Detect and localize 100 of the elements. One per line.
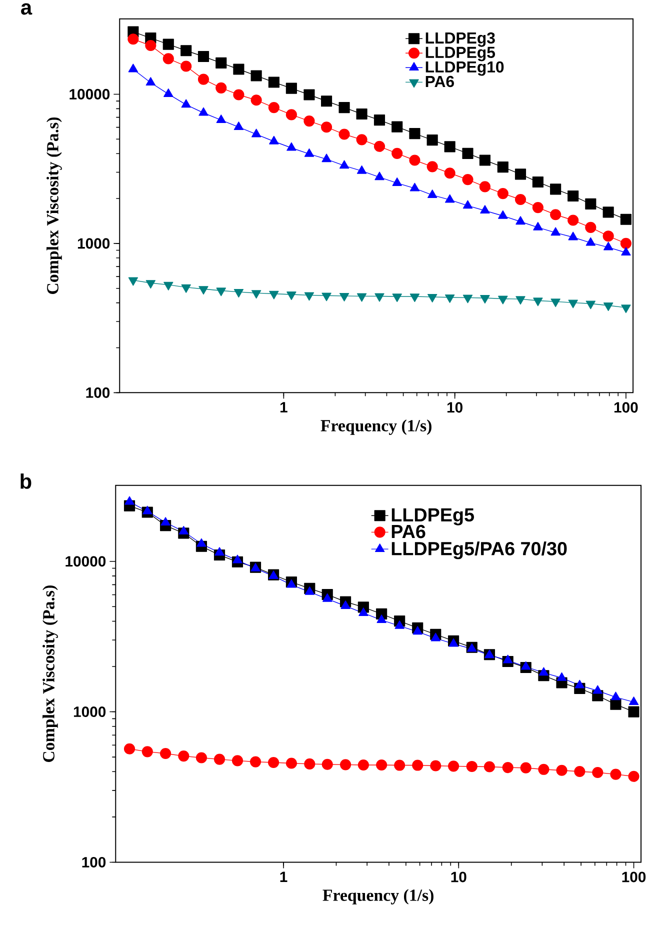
x-tick-label: 100 xyxy=(622,872,646,882)
point xyxy=(520,762,532,774)
point xyxy=(128,34,139,45)
point xyxy=(234,122,244,130)
point xyxy=(160,748,172,760)
point xyxy=(338,128,350,140)
point xyxy=(448,638,458,647)
point xyxy=(502,762,514,774)
point xyxy=(322,758,333,770)
point xyxy=(533,298,543,306)
x-axis-title: Frequency (1/s) xyxy=(322,889,434,904)
point xyxy=(480,295,490,304)
point xyxy=(521,661,531,670)
point xyxy=(466,760,478,772)
point xyxy=(374,114,386,126)
point xyxy=(142,746,153,758)
point xyxy=(128,64,138,72)
point xyxy=(216,57,227,68)
point xyxy=(514,194,526,206)
point xyxy=(610,692,621,700)
point xyxy=(145,40,156,52)
point xyxy=(250,94,262,106)
point xyxy=(462,294,473,304)
point xyxy=(340,600,350,609)
point xyxy=(585,198,596,210)
point xyxy=(412,626,422,635)
point xyxy=(124,496,134,505)
point xyxy=(448,760,460,772)
point xyxy=(233,64,244,75)
point xyxy=(568,190,579,202)
point xyxy=(251,128,262,138)
legend-label: LLDPEg10 xyxy=(426,61,504,76)
point xyxy=(142,506,152,514)
point xyxy=(286,758,297,769)
point xyxy=(374,172,384,180)
point xyxy=(430,760,442,772)
point xyxy=(568,300,578,308)
point xyxy=(286,142,296,151)
point xyxy=(610,768,622,780)
y-tick-label: 100 xyxy=(86,387,110,398)
point xyxy=(532,202,544,214)
point xyxy=(178,750,190,762)
point xyxy=(286,292,296,300)
point xyxy=(444,141,456,152)
point xyxy=(214,547,224,556)
point xyxy=(322,292,332,302)
point xyxy=(484,761,496,772)
point xyxy=(356,108,368,120)
point xyxy=(286,579,296,588)
point xyxy=(392,121,403,132)
point xyxy=(479,154,490,166)
x-tick-label: 100 xyxy=(614,402,638,413)
x-tick-label: 10 xyxy=(451,872,466,882)
point xyxy=(269,136,279,144)
point xyxy=(426,161,438,172)
point xyxy=(585,222,596,233)
point xyxy=(498,296,508,304)
y-axis-title: Complex Viscosity (Pa.s) xyxy=(46,118,62,294)
point xyxy=(339,292,350,302)
point xyxy=(304,292,314,301)
point xyxy=(286,109,297,120)
point xyxy=(538,764,550,775)
point xyxy=(602,230,614,242)
point xyxy=(592,766,604,778)
point xyxy=(376,614,386,624)
point xyxy=(198,107,208,116)
point xyxy=(356,134,368,146)
point xyxy=(374,293,384,302)
point xyxy=(233,89,244,100)
point xyxy=(160,517,170,526)
y-tick-label: 10000 xyxy=(70,88,110,100)
point xyxy=(196,538,206,547)
y-tick-label: 1000 xyxy=(78,238,110,249)
point xyxy=(268,76,280,88)
point xyxy=(628,706,640,718)
point xyxy=(321,96,332,107)
point xyxy=(268,756,280,768)
point xyxy=(304,116,315,127)
x-tick-label: 1 xyxy=(280,872,288,882)
point xyxy=(322,154,332,162)
point xyxy=(340,759,352,770)
legend-label: LLDPEg5 xyxy=(392,508,474,526)
point xyxy=(162,53,174,64)
point xyxy=(602,206,614,218)
point xyxy=(376,759,388,771)
point xyxy=(304,586,314,595)
point xyxy=(269,290,279,300)
point xyxy=(410,294,420,302)
point xyxy=(178,526,189,534)
point xyxy=(462,148,474,159)
point xyxy=(628,770,640,782)
point xyxy=(550,298,560,308)
point xyxy=(358,608,368,616)
point xyxy=(268,102,280,114)
point xyxy=(164,282,174,290)
point xyxy=(198,74,210,85)
y-axis-title: Complex Viscosity (Pa.s) xyxy=(42,586,58,762)
point xyxy=(538,667,549,676)
point xyxy=(216,288,226,296)
x-tick-label: 1 xyxy=(280,402,288,412)
